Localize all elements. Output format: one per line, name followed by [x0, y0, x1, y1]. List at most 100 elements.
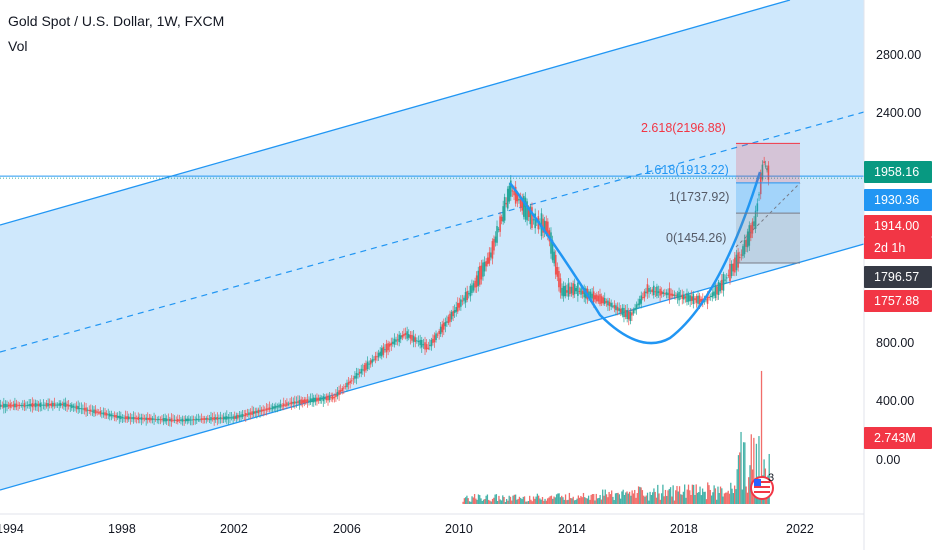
- candle-body: [521, 197, 524, 211]
- candle-body: [713, 291, 715, 296]
- volume-bar: [573, 500, 576, 504]
- candle-body: [159, 419, 162, 421]
- candle-body: [392, 341, 394, 344]
- time-tick: 2018: [670, 522, 698, 536]
- volume-bar: [595, 493, 597, 504]
- candle-body: [376, 356, 378, 358]
- volume-bar: [532, 496, 535, 504]
- candle-body: [178, 419, 181, 421]
- candle-body: [591, 293, 593, 299]
- volume-bar: [758, 436, 760, 504]
- volume-bar: [698, 492, 700, 504]
- volume-bar: [473, 494, 476, 504]
- candle-body: [652, 285, 655, 296]
- volume-bar: [548, 497, 550, 504]
- candle-body: [572, 283, 574, 296]
- candle-body: [200, 418, 203, 421]
- candle-body: [363, 364, 366, 372]
- candle-body: [260, 409, 263, 412]
- candle-body: [52, 402, 54, 407]
- candle-body: [15, 403, 18, 408]
- candle-body: [379, 351, 381, 356]
- volume-bar: [648, 500, 650, 504]
- fib-label-2618[interactable]: 2.618(2196.88): [641, 121, 726, 135]
- candle-body: [442, 322, 445, 330]
- volume-bar: [650, 495, 653, 504]
- candle-body: [150, 417, 152, 421]
- candle-body: [645, 291, 647, 294]
- volume-bar: [612, 496, 614, 504]
- volume-bar: [564, 494, 567, 504]
- volume-bar: [703, 491, 705, 504]
- volume-bar: [654, 491, 656, 504]
- candle-body: [618, 308, 620, 312]
- candle-body: [565, 290, 568, 293]
- volume-bar: [744, 442, 746, 504]
- candle-body: [580, 288, 582, 295]
- candle-body: [452, 311, 454, 317]
- candle-body: [17, 404, 19, 406]
- volume-bar: [523, 496, 526, 504]
- volume-bar: [463, 498, 466, 504]
- legend-title[interactable]: Gold Spot / U.S. Dollar, 1W, FXCM: [8, 13, 225, 29]
- volume-bar: [626, 491, 628, 504]
- volume-bar: [716, 499, 718, 504]
- candle-body: [662, 292, 665, 294]
- candle-body: [336, 391, 339, 397]
- fib-label-1[interactable]: 1(1737.92): [669, 190, 730, 204]
- volume-bar: [543, 500, 545, 504]
- volume-bar: [512, 495, 514, 504]
- candle-body: [425, 344, 428, 350]
- candle-body: [559, 278, 562, 293]
- fib-label-0[interactable]: 0(1454.26): [666, 231, 727, 245]
- candle-body: [358, 371, 361, 374]
- candle-body: [278, 404, 280, 408]
- candle-body: [284, 404, 287, 406]
- candle-body: [325, 396, 328, 401]
- candle-body: [28, 403, 30, 407]
- events-flag-icon[interactable]: [750, 470, 778, 502]
- candle-body: [460, 299, 462, 307]
- fib-label-1618[interactable]: 1.618(1913.22): [644, 163, 729, 177]
- candle-body: [252, 411, 255, 414]
- candle-body: [479, 266, 481, 285]
- candle-body: [331, 395, 334, 400]
- time-tick: 2022: [786, 522, 814, 536]
- candle-body: [573, 284, 576, 295]
- volume-bar: [488, 499, 490, 504]
- volume-bar: [508, 495, 510, 504]
- candle-body: [605, 301, 608, 303]
- volume-bar: [591, 494, 594, 504]
- volume-bar: [602, 489, 604, 504]
- candle-body: [262, 409, 264, 412]
- candle-body: [561, 287, 563, 296]
- legend-vol[interactable]: Vol: [8, 38, 28, 54]
- candle-body: [597, 295, 600, 302]
- volume-bar: [545, 500, 547, 504]
- candle-body: [554, 254, 557, 275]
- volume-bar: [464, 497, 467, 504]
- drawings[interactable]: [0, 142, 864, 345]
- candle-body: [738, 256, 741, 259]
- candle-body: [50, 403, 53, 407]
- candle-body: [453, 310, 456, 313]
- candle-body: [651, 289, 653, 293]
- candle-body: [71, 404, 73, 409]
- volume-bar: [686, 489, 688, 504]
- volume-bar: [539, 498, 541, 504]
- volume-bar: [594, 500, 596, 504]
- candle-body: [311, 398, 314, 402]
- candle-body: [134, 417, 136, 420]
- candle-body: [673, 294, 676, 296]
- trend-channel[interactable]: [0, 0, 865, 514]
- candle-body: [295, 401, 298, 403]
- candle-body: [471, 285, 473, 293]
- candle-body: [91, 410, 94, 412]
- candle-body: [493, 238, 495, 251]
- candle-body: [208, 418, 211, 420]
- candle-body: [607, 300, 609, 306]
- candle-body: [45, 403, 48, 407]
- candle-body: [526, 201, 528, 221]
- candle-body: [123, 417, 125, 419]
